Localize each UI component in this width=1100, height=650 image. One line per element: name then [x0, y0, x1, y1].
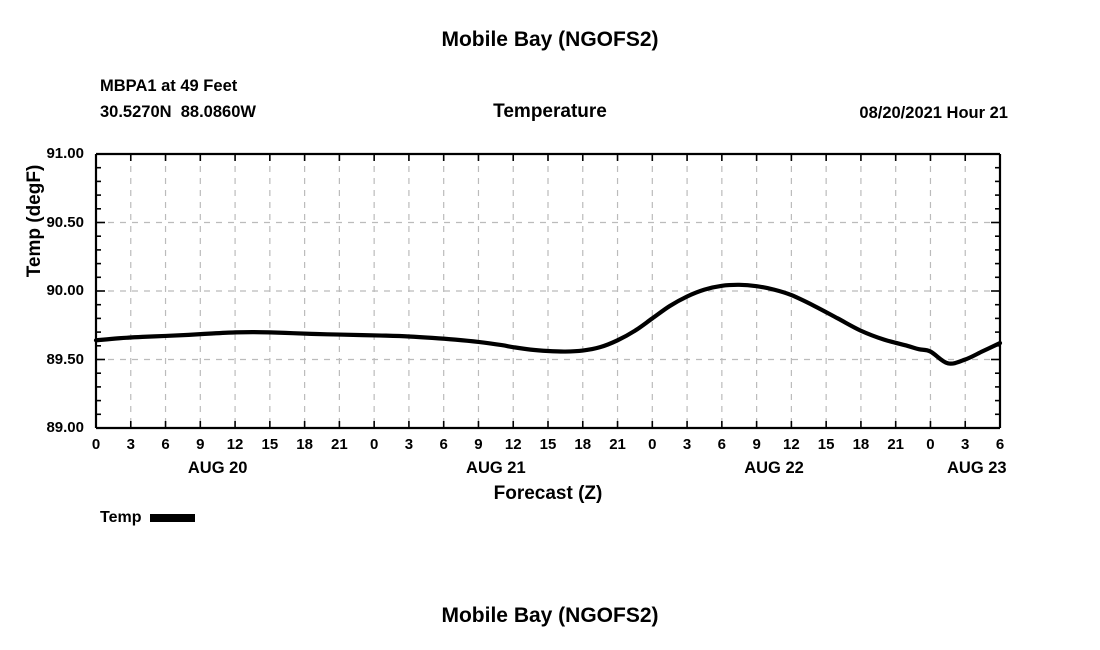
x-tick-label: 6 [161, 436, 170, 453]
x-tick-label: 0 [926, 436, 935, 453]
x-tick-label: 6 [717, 436, 727, 453]
x-tick-label: 12 [504, 436, 522, 453]
model-run-time: 08/20/2021 Hour 21 [859, 104, 1008, 122]
x-tick-label: 15 [539, 436, 557, 453]
x-tick-label: 12 [783, 436, 800, 453]
x-tick-label: 15 [817, 436, 835, 453]
y-tick-label: 90.50 [46, 213, 84, 231]
chart-subtitle: Temperature [493, 101, 607, 122]
x-tick-label: 12 [226, 436, 244, 453]
y-tick-label: 89.00 [46, 419, 84, 436]
station-coordinates: 30.5270N 88.0860W [100, 103, 256, 121]
x-tick-label: 21 [609, 436, 626, 453]
x-axis-label: Forecast (Z) [493, 483, 603, 504]
x-tick-label: 9 [752, 436, 761, 453]
x-tick-label: 9 [196, 436, 205, 453]
x-day-label: AUG 22 [744, 459, 804, 477]
y-tick-label: 90.00 [46, 282, 84, 299]
x-tick-label: 18 [852, 436, 870, 453]
x-day-label: AUG 21 [466, 459, 526, 477]
x-day-label: AUG 20 [187, 459, 248, 477]
legend-swatch-temp [150, 514, 196, 522]
x-tick-label: 18 [574, 436, 592, 453]
x-tick-label: 3 [682, 436, 692, 453]
legend-label-temp: Temp [100, 509, 142, 526]
x-tick-label: 21 [331, 436, 348, 453]
x-day-label: AUG 23 [947, 459, 1007, 477]
page-title: Mobile Bay (NGOFS2) [441, 28, 659, 51]
x-tick-label: 3 [404, 436, 414, 453]
data-series-temp [93, 282, 1003, 366]
x-tick-label: 21 [887, 436, 905, 453]
station-label: MBPA1 at 49 Feet [100, 77, 238, 95]
x-tick-label: 3 [126, 436, 135, 453]
x-tick-label: 9 [474, 436, 483, 453]
x-tick-label: 15 [261, 436, 279, 453]
footer-title: Mobile Bay (NGOFS2) [441, 604, 659, 627]
x-tick-label: 0 [648, 436, 657, 453]
x-tick-label: 0 [369, 436, 379, 453]
y-tick-label: 89.50 [46, 350, 84, 368]
chart-legend: Temp [100, 509, 196, 527]
x-tick-label: 6 [995, 436, 1005, 453]
y-tick-label: 91.00 [46, 145, 84, 162]
x-tick-label: 0 [91, 436, 101, 453]
x-tick-label: 3 [961, 436, 970, 453]
x-tick-label: 6 [439, 436, 448, 453]
x-tick-label: 18 [296, 436, 313, 453]
